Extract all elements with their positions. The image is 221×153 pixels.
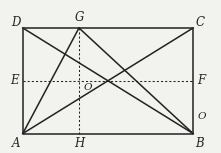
Text: E: E: [10, 74, 19, 87]
Text: F: F: [198, 74, 206, 87]
Text: B: B: [196, 137, 204, 150]
Text: O: O: [83, 83, 92, 92]
Text: D: D: [11, 16, 21, 29]
Text: C: C: [195, 16, 204, 29]
Text: H: H: [74, 137, 84, 150]
Text: G: G: [74, 11, 84, 24]
Text: A: A: [12, 137, 20, 150]
Text: O: O: [197, 112, 206, 121]
